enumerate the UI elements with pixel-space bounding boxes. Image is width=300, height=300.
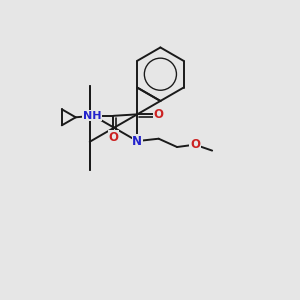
- Text: NH: NH: [83, 111, 101, 121]
- Text: O: O: [154, 108, 164, 121]
- Text: O: O: [190, 138, 200, 151]
- Text: N: N: [132, 135, 142, 148]
- Text: O: O: [109, 131, 118, 144]
